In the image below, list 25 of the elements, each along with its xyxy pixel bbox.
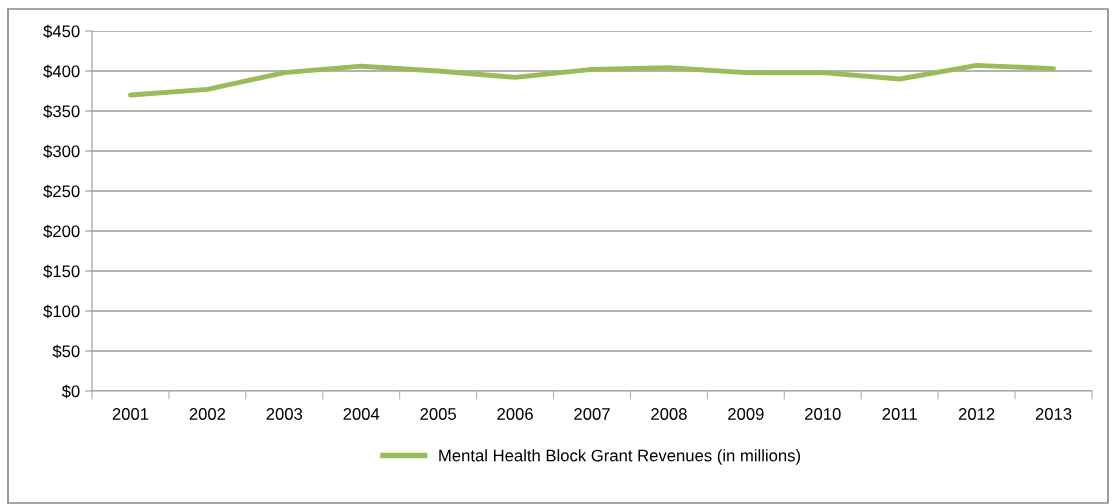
x-tick-label: 2012 (958, 408, 995, 420)
x-tick-label: 2013 (1035, 408, 1072, 420)
y-tick-label: $50 (52, 344, 80, 359)
legend-label: Mental Health Block Grant Revenues (in millions) (439, 449, 801, 465)
x-tick-label: 2007 (574, 408, 610, 420)
y-tick-label: $400 (43, 64, 80, 79)
line-series (128, 62, 1056, 98)
x-tick-label: 2008 (651, 408, 687, 420)
y-tick-label: $0 (61, 384, 80, 399)
x-tick-label: 2004 (343, 408, 380, 420)
x-tick-label: 2010 (805, 408, 841, 420)
x-tick-label: 2003 (266, 408, 303, 420)
y-tick-label: $100 (43, 304, 80, 319)
y-tick-label: $250 (43, 184, 80, 199)
y-tick-label: $200 (43, 224, 80, 239)
x-tick-label: 2002 (189, 408, 226, 420)
x-tick-label: 2001 (112, 408, 149, 420)
y-tick-label: $300 (43, 144, 80, 159)
x-tick-label: 2011 (882, 408, 917, 420)
x-tick-label: 2006 (497, 408, 533, 420)
y-tick-label: $350 (43, 104, 80, 119)
y-tick-label: $450 (43, 24, 80, 39)
x-tick-label: 2005 (420, 408, 456, 420)
y-tick-label: $150 (43, 264, 80, 279)
x-tick-label: 2009 (728, 408, 764, 420)
